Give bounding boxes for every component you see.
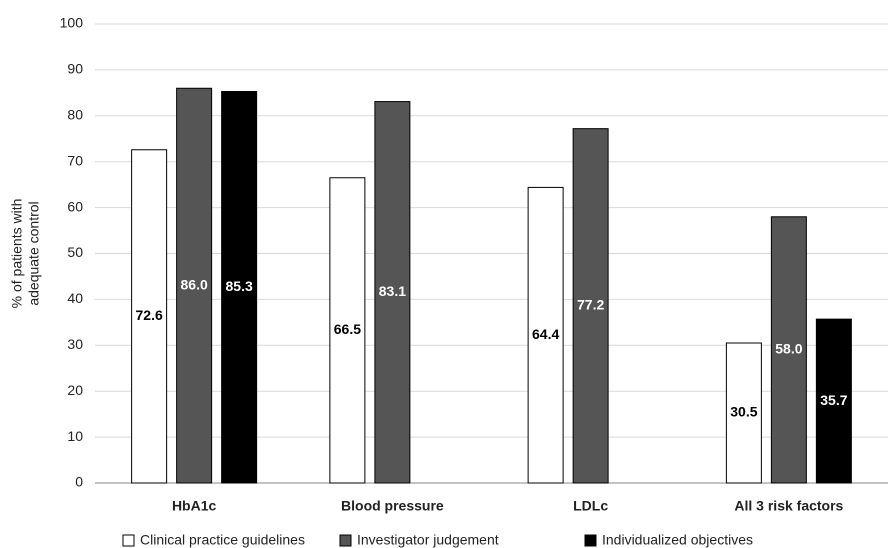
y-tick-label: 80 (67, 107, 83, 123)
x-tick-label: Blood pressure (341, 498, 444, 514)
bar (815, 318, 852, 484)
y-axis-label: adequate control (26, 201, 42, 305)
bar (725, 342, 762, 484)
legend-label: Clinical practice guidelines (140, 532, 305, 548)
y-tick-label: 0 (75, 474, 83, 490)
data-label: 35.7 (820, 392, 847, 408)
legend-swatch (122, 534, 135, 547)
data-label: 83.1 (379, 283, 406, 299)
y-tick-label: 40 (67, 290, 83, 306)
bar (527, 186, 564, 484)
y-tick-label: 20 (67, 382, 83, 398)
bar (176, 87, 213, 484)
bar (131, 149, 168, 484)
data-label: 58.0 (775, 341, 802, 357)
data-label: 64.4 (532, 326, 559, 342)
legend-label: Individualized objectives (602, 532, 753, 548)
bar (770, 216, 807, 484)
x-tick-label: HbA1c (172, 498, 217, 514)
bar (374, 101, 411, 484)
data-label: 86.0 (181, 276, 208, 292)
bar (221, 90, 258, 484)
data-label: 85.3 (226, 278, 253, 294)
legend-swatch (584, 534, 597, 547)
x-tick-label: LDLc (573, 498, 608, 514)
y-tick-label: 90 (67, 61, 83, 77)
legend-swatch (339, 534, 352, 547)
y-axis-label: % of patients with (9, 199, 25, 309)
data-label: 66.5 (334, 321, 361, 337)
data-label: 77.2 (577, 297, 604, 313)
data-label: 30.5 (730, 404, 757, 420)
data-label: 72.6 (136, 307, 163, 323)
x-tick-label: All 3 risk factors (734, 498, 843, 514)
y-tick-label: 100 (60, 15, 84, 31)
y-tick-label: 30 (67, 336, 83, 352)
y-tick-label: 60 (67, 198, 83, 214)
y-tick-label: 50 (67, 244, 83, 260)
bar (329, 177, 366, 484)
bar (572, 128, 609, 484)
y-tick-label: 70 (67, 152, 83, 168)
y-tick-label: 10 (67, 428, 83, 444)
legend-label: Investigator judgement (357, 532, 499, 548)
